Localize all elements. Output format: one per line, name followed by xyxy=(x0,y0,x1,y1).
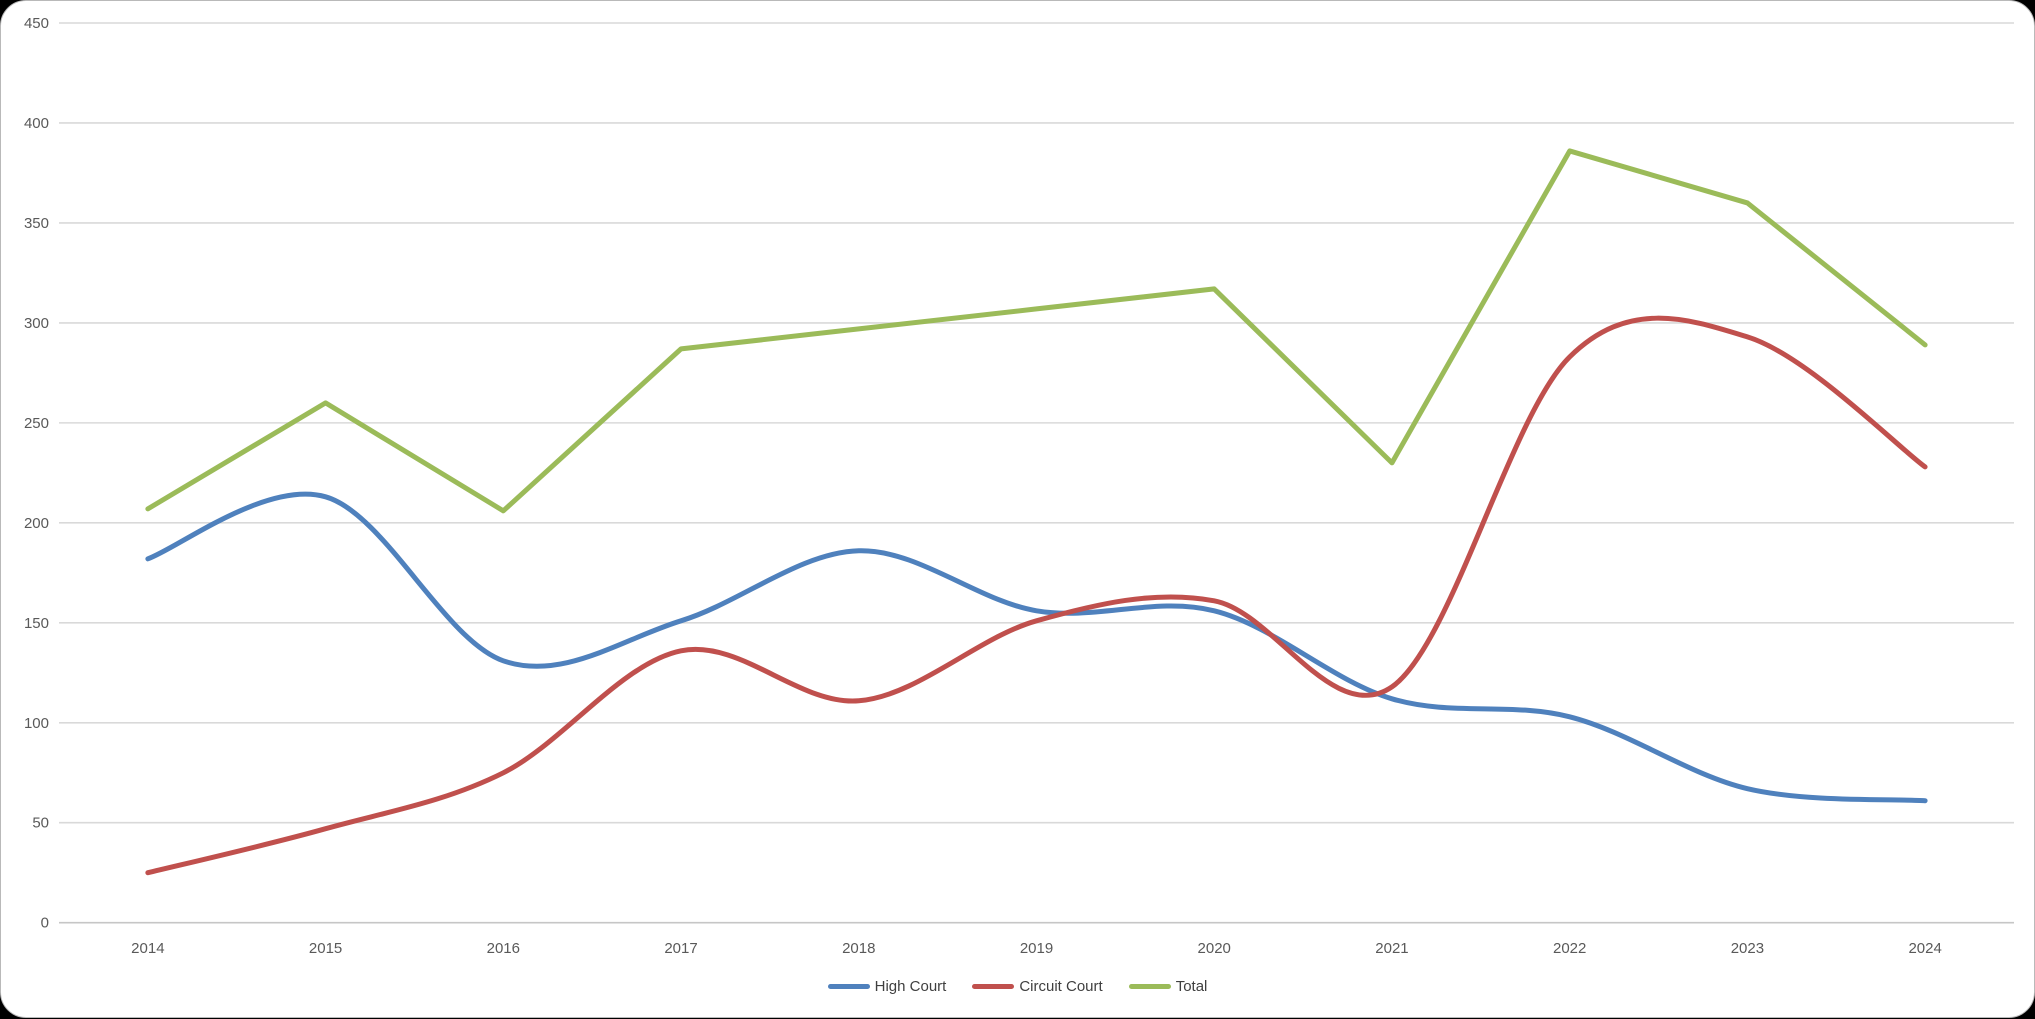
x-axis-labels: 2014 2015 2016 2017 2018 2019 2020 2021 2022 2023… xyxy=(131,940,1942,957)
x-axis-tick-label: 2014 xyxy=(131,940,164,957)
y-axis-tick-label: 0 xyxy=(41,915,49,932)
legend: High Court Circuit Court Total xyxy=(1,969,2034,1003)
legend-label: Total xyxy=(1175,977,1208,995)
series-line-high-court[interactable] xyxy=(145,491,1928,804)
x-axis-tick-label: 2019 xyxy=(1020,940,1053,957)
legend-item-total[interactable]: Total xyxy=(1128,977,1208,995)
series-line-total[interactable] xyxy=(145,148,1928,514)
x-axis-tick-label: 2017 xyxy=(664,940,697,957)
x-axis-tick-label: 2024 xyxy=(1908,940,1941,957)
gridlines xyxy=(59,22,2014,924)
series-line-circuit-court[interactable] xyxy=(145,315,1928,876)
x-axis-tick-label: 2020 xyxy=(1198,940,1231,957)
y-axis-tick-label: 300 xyxy=(24,315,49,332)
x-axis-tick-label: 2023 xyxy=(1731,940,1764,957)
legend-swatch-icon xyxy=(1128,983,1171,989)
legend-item-circuit-court[interactable]: Circuit Court xyxy=(972,977,1103,995)
y-axis-tick-label: 50 xyxy=(32,815,49,832)
legend-swatch-icon xyxy=(827,983,870,989)
y-axis-tick-label: 350 xyxy=(24,215,49,232)
y-axis-tick-label: 100 xyxy=(24,715,49,732)
legend-label: Circuit Court xyxy=(1019,977,1103,995)
legend-label: High Court xyxy=(874,977,947,995)
legend-swatch-icon xyxy=(972,983,1015,989)
x-axis-tick-label: 2022 xyxy=(1553,940,1586,957)
y-axis-tick-label: 450 xyxy=(24,15,49,32)
x-axis-tick-label: 2021 xyxy=(1375,940,1408,957)
series-lines xyxy=(145,148,1928,876)
x-axis-tick-label: 2016 xyxy=(487,940,520,957)
legend-item-high-court[interactable]: High Court xyxy=(827,977,947,995)
y-axis-tick-label: 250 xyxy=(24,415,49,432)
y-axis-tick-label: 400 xyxy=(24,115,49,132)
y-axis-labels: 0 50 100 150 200 250 300 350 400 450 xyxy=(24,15,49,932)
y-axis-tick-label: 200 xyxy=(24,515,49,532)
y-axis-tick-label: 150 xyxy=(24,615,49,632)
x-axis-tick-label: 2018 xyxy=(842,940,875,957)
x-axis-tick-label: 2015 xyxy=(309,940,342,957)
